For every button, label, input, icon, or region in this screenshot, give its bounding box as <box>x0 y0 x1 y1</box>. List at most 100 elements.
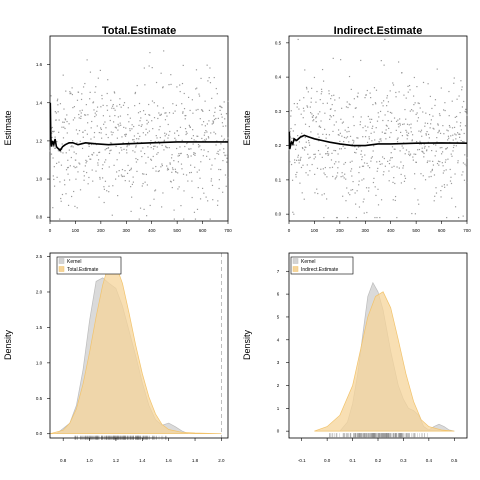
sample-point <box>396 166 398 168</box>
sample-point <box>116 137 118 139</box>
sample-point <box>449 126 451 128</box>
x-tick-label: 500 <box>173 228 181 233</box>
sample-point <box>369 92 371 94</box>
sample-point <box>393 148 395 150</box>
sample-point <box>436 162 439 165</box>
sample-point <box>322 102 324 105</box>
sample-point <box>332 115 335 117</box>
sample-point <box>340 148 342 150</box>
sample-point <box>406 123 409 125</box>
sample-point <box>102 104 104 106</box>
sample-point <box>76 99 79 101</box>
sample-point <box>54 136 56 138</box>
sample-point <box>429 160 431 162</box>
sample-point <box>327 151 329 153</box>
sample-point <box>222 191 224 193</box>
sample-point <box>371 127 373 130</box>
panel-total-trace: Total.Estimate Estimate 0 100 200 300 400 500… <box>3 25 232 233</box>
sample-point <box>316 188 318 190</box>
sample-point <box>117 129 119 131</box>
x-tick-label: 100 <box>72 228 80 233</box>
sample-point <box>328 93 330 95</box>
sample-point <box>319 99 321 101</box>
x-tick-label: 2.0 <box>218 458 225 463</box>
sample-point <box>350 88 352 90</box>
sample-point <box>385 124 387 126</box>
sample-point <box>345 178 347 180</box>
sample-point <box>117 123 119 126</box>
sample-point <box>358 171 360 174</box>
sample-point <box>181 139 183 142</box>
sample-point <box>67 159 69 161</box>
sample-point <box>203 149 205 151</box>
sample-point <box>220 106 222 108</box>
sample-point <box>362 136 364 138</box>
sample-point <box>354 146 356 148</box>
sample-point <box>148 65 150 67</box>
sample-point <box>309 170 311 172</box>
sample-point <box>416 120 419 122</box>
x-tick-label: 0.2 <box>375 458 382 463</box>
sample-point <box>332 175 334 178</box>
sample-point <box>134 151 136 153</box>
sample-point <box>217 200 219 202</box>
sample-point <box>403 180 406 182</box>
sample-point <box>418 203 420 205</box>
sample-point <box>88 176 90 179</box>
sample-point <box>432 127 434 129</box>
sample-point <box>157 170 159 173</box>
sample-point <box>323 172 325 174</box>
sample-point <box>312 116 314 118</box>
sample-point <box>112 103 114 106</box>
sample-point <box>442 165 444 167</box>
sample-point <box>313 76 316 79</box>
sample-point <box>157 152 159 154</box>
sample-point <box>344 161 347 164</box>
sample-point <box>85 104 87 106</box>
sample-point <box>402 147 404 149</box>
sample-point <box>328 90 330 92</box>
sample-point <box>106 92 108 95</box>
sample-point <box>75 129 78 131</box>
y-tick-label: 2.0 <box>36 289 43 294</box>
sample-point <box>129 128 131 130</box>
sample-point <box>374 216 376 219</box>
sample-point <box>336 172 339 174</box>
sample-point <box>200 161 202 163</box>
sample-point <box>200 77 202 80</box>
sample-point <box>300 156 302 159</box>
sample-point <box>67 204 70 206</box>
sample-point <box>344 173 346 175</box>
sample-point <box>291 144 293 146</box>
sample-point <box>366 89 368 92</box>
sample-point <box>208 109 211 112</box>
sample-point <box>57 111 59 113</box>
sample-point <box>143 208 145 210</box>
sample-point <box>132 176 134 178</box>
sample-point <box>143 67 145 69</box>
sample-point <box>454 206 457 208</box>
sample-point <box>58 131 60 133</box>
x-tick-label: 1.2 <box>113 458 120 463</box>
plot-box <box>49 35 229 222</box>
sample-point <box>93 131 96 134</box>
sample-point <box>376 170 378 172</box>
sample-point <box>318 125 321 127</box>
sample-point <box>177 172 179 174</box>
sample-point <box>154 190 156 192</box>
sample-point <box>113 92 116 94</box>
sample-point <box>205 196 207 198</box>
sample-point <box>217 150 219 153</box>
sample-point <box>297 156 299 158</box>
y-tick-label: 1.5 <box>36 325 43 330</box>
sample-point <box>184 145 186 148</box>
sample-point <box>422 111 424 113</box>
sample-point <box>163 149 165 151</box>
sample-point <box>455 115 458 118</box>
sample-point <box>54 147 56 149</box>
sample-point <box>194 218 197 220</box>
sample-point <box>198 169 200 171</box>
sample-point <box>159 114 161 116</box>
sample-point <box>138 102 141 105</box>
sample-point <box>162 192 164 194</box>
